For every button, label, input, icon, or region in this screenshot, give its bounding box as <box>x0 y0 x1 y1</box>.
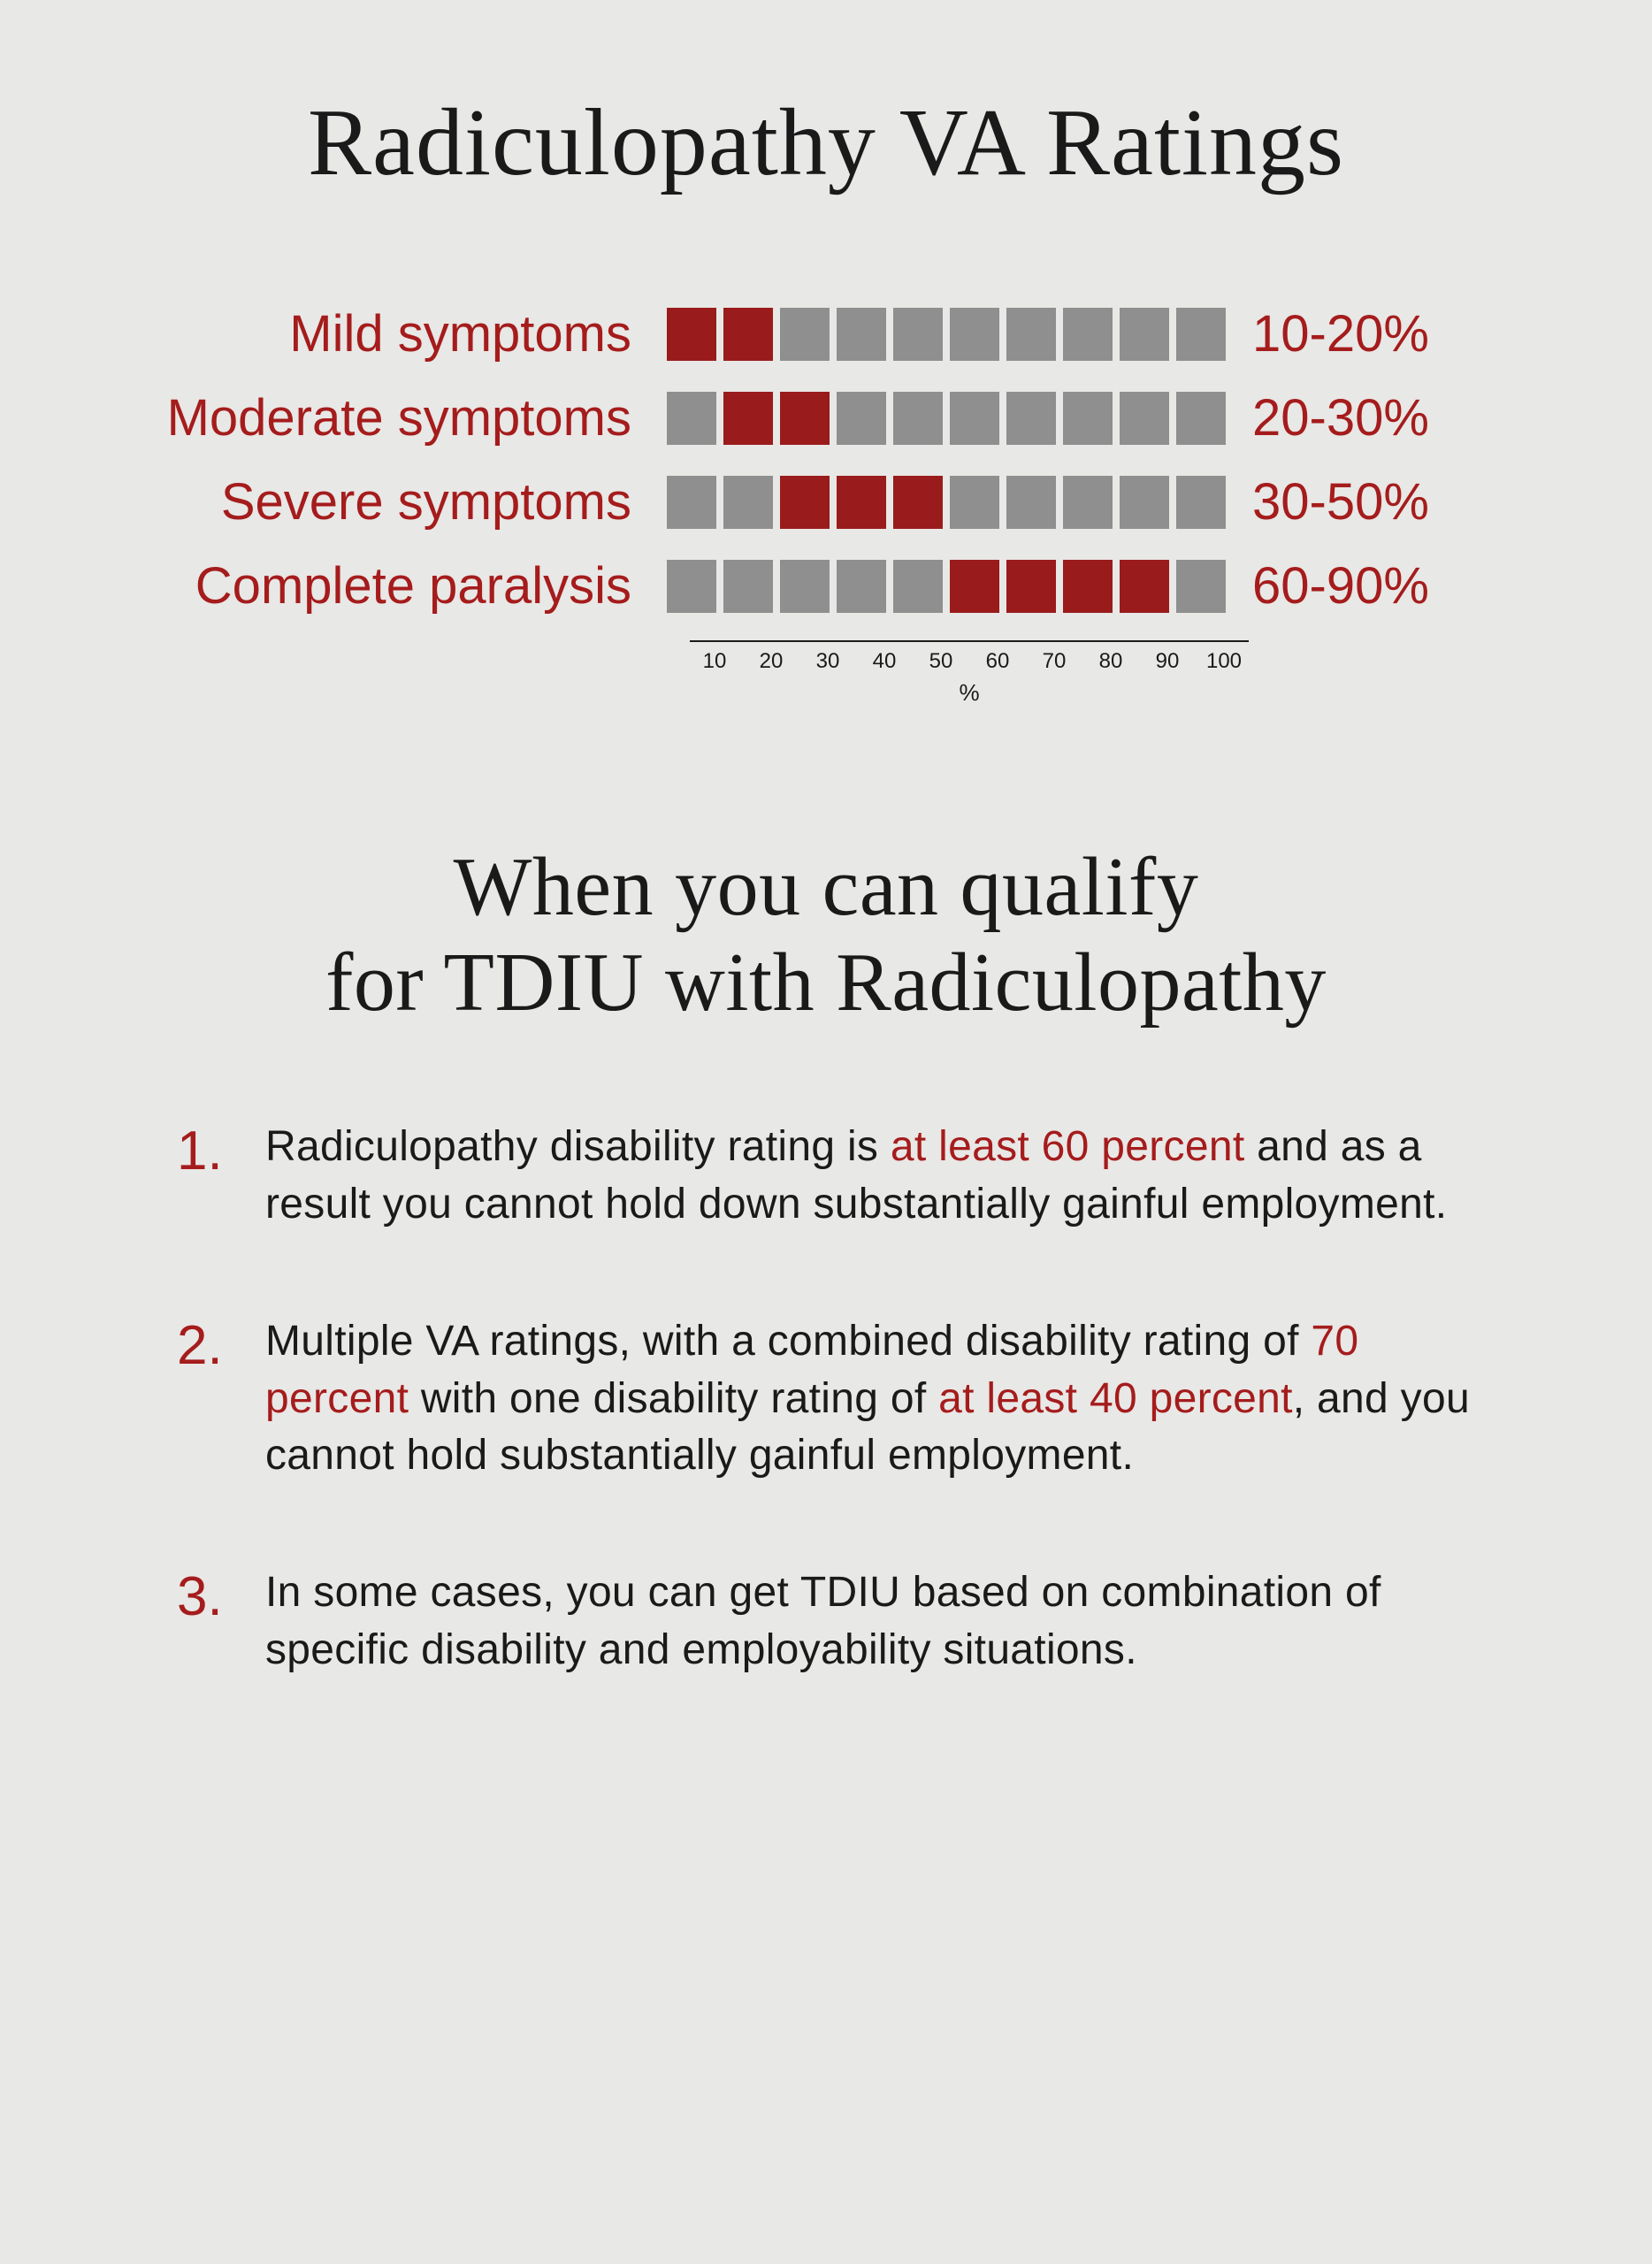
axis-tick: 30 <box>803 649 853 674</box>
list-item: 3.In some cases, you can get TDIU based … <box>177 1564 1475 1679</box>
chart-row-bars <box>667 476 1226 529</box>
chart-bar-segment <box>1120 392 1169 445</box>
chart-bar-segment <box>1120 476 1169 529</box>
subtitle-line: for TDIU with Radiculopathy <box>325 937 1327 1029</box>
plain-text: with one disability rating of <box>409 1375 938 1422</box>
plain-text: Multiple VA ratings, with a combined dis… <box>265 1318 1311 1365</box>
section-subtitle: When you can qualify for TDIU with Radic… <box>106 839 1546 1030</box>
list-item: 1.Radiculopathy disability rating is at … <box>177 1119 1475 1234</box>
axis-tick: 20 <box>746 649 796 674</box>
list-item-text: Radiculopathy disability rating is at le… <box>265 1119 1475 1234</box>
chart-bar-segment <box>723 560 773 613</box>
chart-bar-segment <box>893 392 943 445</box>
axis-tick: 60 <box>973 649 1022 674</box>
chart-row-value: 10-20% <box>1226 304 1429 363</box>
chart-bar-segment <box>723 392 773 445</box>
chart-bar-segment <box>667 476 716 529</box>
chart-bar-segment <box>837 392 886 445</box>
qualify-list: 1.Radiculopathy disability rating is at … <box>106 1119 1546 1679</box>
list-item: 2.Multiple VA ratings, with a combined d… <box>177 1313 1475 1485</box>
chart-row: Complete paralysis 60-90% <box>119 556 1533 616</box>
chart-bar-segment <box>667 308 716 361</box>
chart-bar-segment <box>950 476 999 529</box>
chart-row: Moderate symptoms 20-30% <box>119 388 1533 447</box>
highlight-text: at least 40 percent <box>938 1375 1293 1422</box>
chart-bar-segment <box>723 308 773 361</box>
chart-row-label: Complete paralysis <box>119 556 667 616</box>
chart-bar-segment <box>1176 476 1226 529</box>
chart-bar-segment <box>893 308 943 361</box>
axis-tick: 40 <box>860 649 909 674</box>
chart-bar-segment <box>893 560 943 613</box>
axis-ticks: 10 20 30 40 50 60 70 80 90 100 <box>690 649 1249 674</box>
chart-bar-segment <box>1063 308 1113 361</box>
ratings-chart: Mild symptoms 10-20% Moderate symptoms 20-3… <box>119 304 1533 616</box>
chart-bar-segment <box>1120 560 1169 613</box>
list-item-text: Multiple VA ratings, with a combined dis… <box>265 1313 1475 1485</box>
list-item-number: 2. <box>177 1313 265 1485</box>
chart-bar-segment <box>950 308 999 361</box>
chart-bar-segment <box>667 392 716 445</box>
chart-row: Mild symptoms 10-20% <box>119 304 1533 363</box>
chart-row-bars <box>667 308 1226 361</box>
chart-bar-segment <box>1063 560 1113 613</box>
chart-bar-segment <box>1176 308 1226 361</box>
chart-bar-segment <box>837 308 886 361</box>
chart-row-bars <box>667 560 1226 613</box>
chart-axis: 10 20 30 40 50 60 70 80 90 100 % <box>690 640 1249 707</box>
axis-line <box>690 640 1249 642</box>
chart-row: Severe symptoms 30-50% <box>119 472 1533 532</box>
plain-text: In some cases, you can get TDIU based on… <box>265 1569 1381 1673</box>
chart-bar-segment <box>950 392 999 445</box>
chart-bar-segment <box>1120 308 1169 361</box>
chart-bar-segment <box>780 392 830 445</box>
chart-bar-segment <box>1176 392 1226 445</box>
chart-bar-segment <box>1006 560 1056 613</box>
list-item-number: 3. <box>177 1564 265 1679</box>
chart-row-value: 30-50% <box>1226 472 1429 532</box>
chart-row-label: Moderate symptoms <box>119 388 667 447</box>
chart-bar-segment <box>780 476 830 529</box>
chart-bar-segment <box>837 560 886 613</box>
axis-tick: 100 <box>1199 649 1249 674</box>
chart-bar-segment <box>1063 392 1113 445</box>
axis-tick: 50 <box>916 649 966 674</box>
axis-tick: 90 <box>1143 649 1192 674</box>
chart-bar-segment <box>780 308 830 361</box>
subtitle-line: When you can qualify <box>454 841 1199 933</box>
chart-bar-segment <box>1006 392 1056 445</box>
chart-bar-segment <box>1063 476 1113 529</box>
chart-bar-segment <box>837 476 886 529</box>
chart-row-label: Severe symptoms <box>119 472 667 532</box>
axis-tick: 10 <box>690 649 739 674</box>
chart-row-value: 20-30% <box>1226 388 1429 447</box>
list-item-text: In some cases, you can get TDIU based on… <box>265 1564 1475 1679</box>
chart-bar-segment <box>723 476 773 529</box>
chart-bar-segment <box>667 560 716 613</box>
chart-row-value: 60-90% <box>1226 556 1429 616</box>
chart-bar-segment <box>950 560 999 613</box>
highlight-text: at least 60 percent <box>891 1123 1245 1170</box>
chart-bar-segment <box>1176 560 1226 613</box>
axis-tick: 80 <box>1086 649 1136 674</box>
axis-unit: % <box>690 679 1249 707</box>
chart-bar-segment <box>1006 308 1056 361</box>
chart-bar-segment <box>893 476 943 529</box>
plain-text: Radiculopathy disability rating is <box>265 1123 891 1170</box>
page-title: Radiculopathy VA Ratings <box>106 88 1546 198</box>
axis-tick: 70 <box>1029 649 1079 674</box>
chart-bar-segment <box>1006 476 1056 529</box>
chart-row-bars <box>667 392 1226 445</box>
list-item-number: 1. <box>177 1119 265 1234</box>
chart-row-label: Mild symptoms <box>119 304 667 363</box>
chart-bar-segment <box>780 560 830 613</box>
